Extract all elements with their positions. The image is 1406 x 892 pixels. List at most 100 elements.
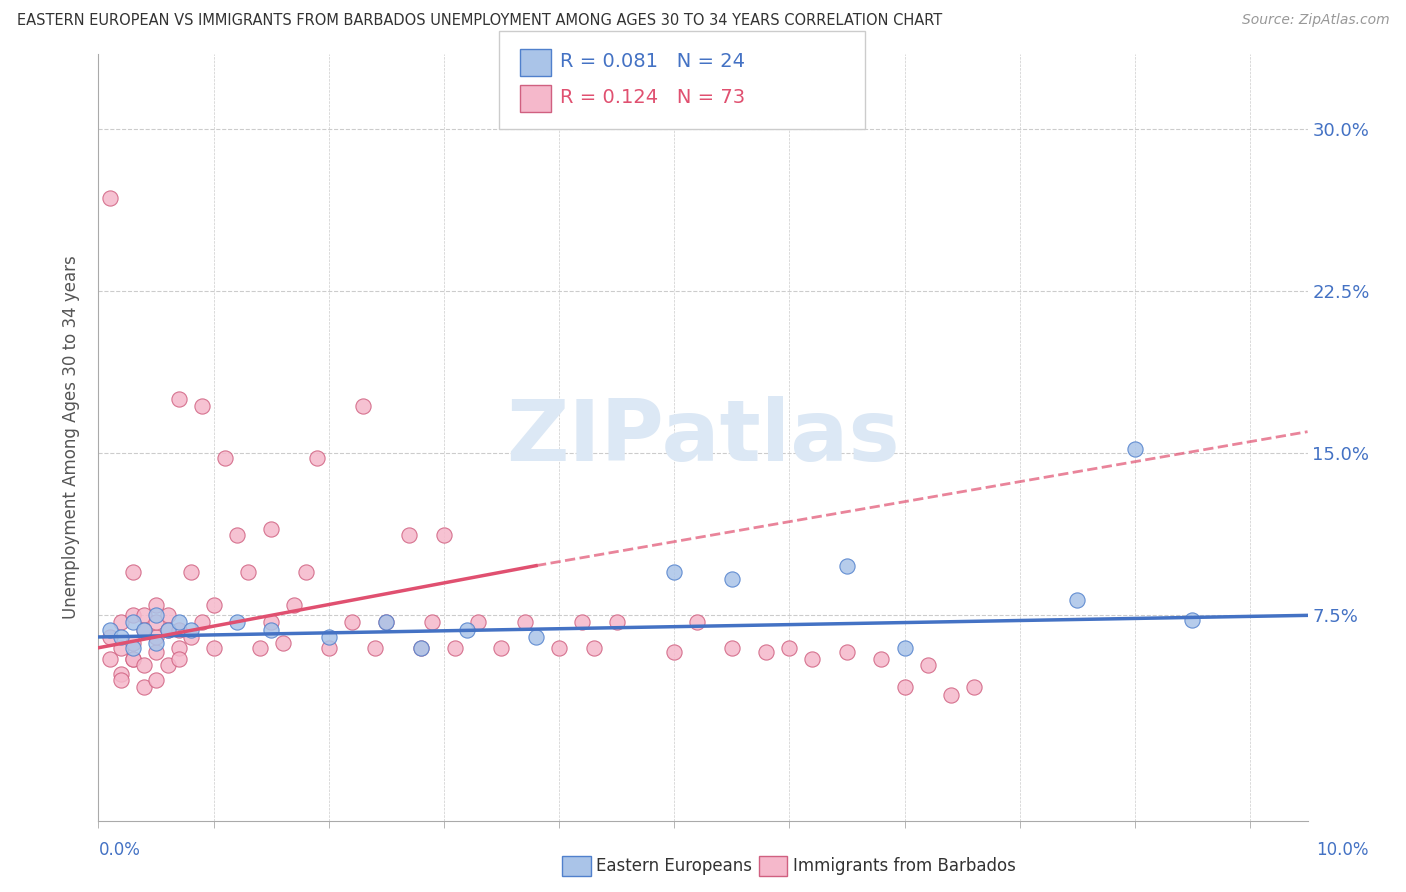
Point <box>375 615 398 629</box>
Point <box>180 624 202 638</box>
Text: Immigrants from Barbados: Immigrants from Barbados <box>793 857 1017 875</box>
Point <box>122 636 145 650</box>
Point <box>260 615 283 629</box>
Point <box>962 680 984 694</box>
Point <box>191 399 214 413</box>
Point <box>236 565 259 579</box>
Point <box>686 615 709 629</box>
Point <box>409 640 432 655</box>
Point <box>1123 442 1146 456</box>
Point <box>167 640 190 655</box>
Point <box>145 615 167 629</box>
Point <box>720 640 742 655</box>
Point <box>180 630 202 644</box>
Point <box>134 658 156 673</box>
Point <box>98 191 121 205</box>
Point <box>720 572 742 586</box>
Point <box>134 608 156 623</box>
Text: EASTERN EUROPEAN VS IMMIGRANTS FROM BARBADOS UNEMPLOYMENT AMONG AGES 30 TO 34 YE: EASTERN EUROPEAN VS IMMIGRANTS FROM BARB… <box>17 13 942 29</box>
Point <box>870 651 893 665</box>
Point <box>456 624 478 638</box>
Point <box>375 615 398 629</box>
Point <box>145 630 167 644</box>
Point <box>835 645 858 659</box>
Point <box>225 615 247 629</box>
Point <box>893 640 915 655</box>
Point <box>364 640 387 655</box>
Point <box>202 598 225 612</box>
Text: Source: ZipAtlas.com: Source: ZipAtlas.com <box>1241 13 1389 28</box>
Point <box>167 651 190 665</box>
Point <box>167 615 190 629</box>
Point <box>835 558 858 573</box>
Point <box>755 645 778 659</box>
Point <box>110 640 132 655</box>
Point <box>271 636 294 650</box>
Point <box>145 608 167 623</box>
Point <box>145 673 167 688</box>
Point <box>214 450 236 465</box>
Point <box>156 624 179 638</box>
Point <box>571 615 593 629</box>
Point <box>318 640 340 655</box>
Point <box>294 565 316 579</box>
Point <box>917 658 939 673</box>
Point <box>318 630 340 644</box>
Point <box>134 680 156 694</box>
Point <box>110 615 132 629</box>
Point <box>582 640 605 655</box>
Text: 0.0%: 0.0% <box>98 840 141 858</box>
Point <box>180 565 202 579</box>
Point <box>122 608 145 623</box>
Point <box>939 688 962 702</box>
Point <box>433 528 456 542</box>
Point <box>145 598 167 612</box>
Point <box>249 640 271 655</box>
Point <box>134 624 156 638</box>
Point <box>548 640 571 655</box>
Text: Eastern Europeans: Eastern Europeans <box>596 857 752 875</box>
Point <box>283 598 305 612</box>
Point <box>893 680 915 694</box>
Point <box>513 615 536 629</box>
Point <box>1181 613 1204 627</box>
Point <box>801 651 824 665</box>
Point <box>134 624 156 638</box>
Point <box>778 640 800 655</box>
Point <box>110 666 132 681</box>
Point <box>524 630 547 644</box>
Y-axis label: Unemployment Among Ages 30 to 34 years: Unemployment Among Ages 30 to 34 years <box>62 255 80 619</box>
Point <box>225 528 247 542</box>
Point <box>409 640 432 655</box>
Point <box>606 615 628 629</box>
Text: 10.0%: 10.0% <box>1316 840 1369 858</box>
Point <box>398 528 420 542</box>
Point <box>664 645 686 659</box>
Point <box>260 522 283 536</box>
Point <box>156 608 179 623</box>
Point <box>191 615 214 629</box>
Point <box>122 640 145 655</box>
Point <box>122 615 145 629</box>
Text: ZIPatlas: ZIPatlas <box>506 395 900 479</box>
Point <box>98 630 121 644</box>
Point <box>1066 593 1088 607</box>
Point <box>260 624 283 638</box>
Point <box>352 399 374 413</box>
Point <box>145 636 167 650</box>
Point <box>307 450 329 465</box>
Point <box>664 565 686 579</box>
Point <box>122 651 145 665</box>
Point <box>167 392 190 407</box>
Point <box>444 640 467 655</box>
Point <box>156 658 179 673</box>
Point <box>422 615 444 629</box>
Point <box>156 624 179 638</box>
Point <box>122 565 145 579</box>
Point <box>98 624 121 638</box>
Point <box>122 651 145 665</box>
Text: R = 0.124   N = 73: R = 0.124 N = 73 <box>560 87 745 107</box>
Point <box>145 645 167 659</box>
Point <box>167 624 190 638</box>
Point <box>467 615 489 629</box>
